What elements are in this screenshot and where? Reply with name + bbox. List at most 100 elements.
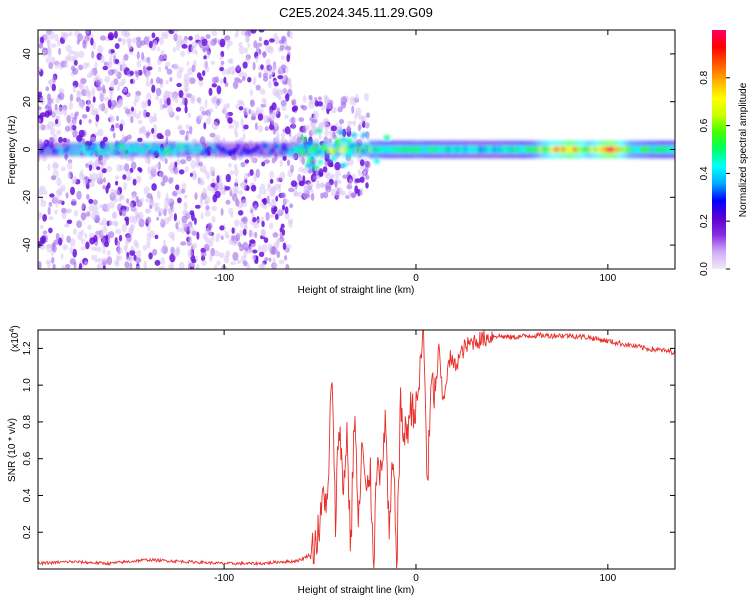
noise-dot	[161, 31, 168, 37]
noise-dot	[291, 123, 296, 130]
noise-dot	[205, 44, 210, 52]
noise-dot	[41, 235, 47, 244]
noise-dot	[273, 122, 279, 128]
noise-dot	[297, 174, 302, 182]
ridge-core	[63, 148, 67, 153]
noise-dot	[41, 189, 48, 196]
noise-dot	[237, 99, 244, 105]
noise-dot	[72, 68, 79, 75]
noise-dot	[189, 125, 193, 135]
noise-dot	[159, 36, 164, 46]
noise-dot	[272, 263, 278, 269]
noise-dot	[259, 88, 266, 95]
ridge-core	[320, 145, 323, 151]
ridge-core	[66, 145, 70, 151]
noise-dot	[64, 61, 69, 68]
ridge-core	[38, 149, 41, 155]
noise-dot	[145, 132, 150, 139]
noise-dot	[79, 119, 82, 126]
ridge-core	[147, 143, 151, 149]
ridge-core	[81, 147, 85, 153]
noise-dot	[349, 178, 353, 187]
noise-dot	[144, 99, 148, 108]
noise-dot	[225, 173, 231, 183]
noise-dot	[60, 253, 64, 260]
noise-dot	[249, 239, 256, 244]
ridge-core	[167, 147, 171, 153]
noise-dot	[173, 249, 180, 258]
noise-dot	[261, 229, 266, 237]
noise-dot	[210, 38, 217, 47]
noise-dot	[303, 184, 308, 194]
ridge-core	[164, 149, 168, 155]
noise-dot	[102, 184, 106, 190]
ridge-core	[222, 147, 226, 153]
noise-dot	[69, 238, 76, 247]
noise-dot	[199, 115, 203, 120]
noise-dot	[359, 176, 365, 183]
noise-dot	[85, 241, 90, 250]
noise-dot	[302, 95, 307, 103]
ridge-core	[400, 147, 404, 152]
noise-dot	[255, 84, 261, 91]
noise-dot	[52, 161, 59, 171]
noise-dot	[238, 210, 244, 216]
noise-dot	[194, 204, 201, 209]
ridge-halo	[135, 142, 139, 157]
noise-dot	[281, 55, 285, 60]
ridge-core	[610, 147, 614, 152]
noise-dot	[288, 187, 295, 193]
ridge-core	[487, 147, 490, 152]
noise-dot	[48, 201, 53, 207]
noise-dot	[357, 169, 362, 176]
noise-dot	[324, 99, 328, 109]
noise-dot	[126, 170, 132, 176]
noise-dot	[265, 211, 270, 221]
noise-dot	[224, 186, 231, 191]
noise-dot	[168, 177, 174, 184]
ridge-core	[314, 144, 318, 150]
noise-dot	[204, 210, 211, 217]
ridge-core	[605, 147, 608, 152]
noise-dot	[175, 107, 182, 112]
noise-dot	[354, 185, 359, 195]
noise-dot	[97, 128, 104, 137]
noise-dot	[48, 227, 53, 234]
ridge-blob	[350, 132, 357, 138]
noise-dot	[128, 201, 133, 209]
noise-dot	[338, 119, 345, 124]
noise-dot	[184, 105, 188, 114]
noise-dot	[265, 58, 271, 65]
ridge-core	[475, 147, 479, 152]
noise-dot	[289, 84, 293, 89]
noise-dot	[238, 230, 243, 237]
noise-dot	[252, 217, 257, 223]
noise-dot	[137, 137, 143, 142]
ridge-core	[181, 143, 185, 149]
noise-dot	[180, 188, 186, 194]
x-tick-label: 0	[413, 273, 419, 284]
ridge-core	[357, 149, 361, 154]
noise-dot	[310, 192, 315, 201]
noise-dot	[190, 160, 197, 169]
noise-dot	[165, 61, 171, 67]
noise-dot	[290, 180, 297, 188]
noise-dot	[169, 111, 175, 116]
ridge-core	[161, 150, 165, 156]
noise-dot	[81, 114, 88, 119]
noise-dot	[61, 207, 67, 214]
noise-dot	[86, 73, 93, 79]
ridge-core	[550, 147, 554, 152]
noise-dot	[114, 58, 120, 64]
noise-dot	[227, 117, 233, 124]
noise-dot	[191, 44, 196, 54]
noise-dot	[289, 136, 296, 145]
noise-dot	[298, 117, 305, 122]
noise-dot	[280, 192, 287, 199]
noise-dot	[235, 198, 240, 207]
noise-dot	[170, 202, 174, 211]
noise-dot	[112, 132, 116, 139]
ridge-core	[527, 147, 531, 152]
ridge-core	[343, 146, 347, 152]
noise-dot	[121, 37, 126, 46]
